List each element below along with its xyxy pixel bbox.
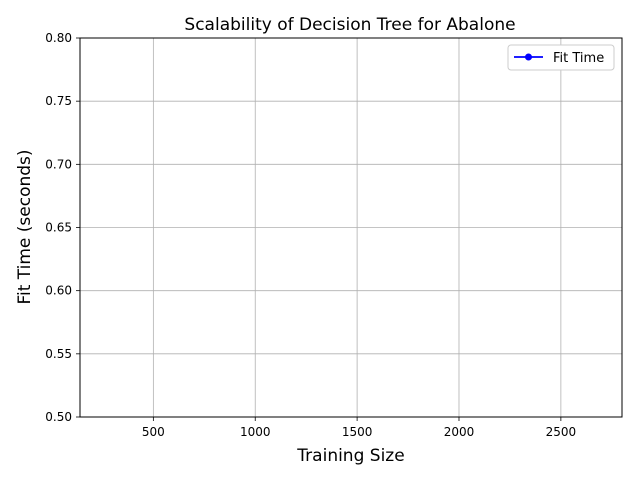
y-tick-label: 0.75 (45, 94, 72, 108)
legend-marker-fit-time (525, 53, 532, 61)
y-tick-label: 0.60 (45, 284, 72, 298)
x-axis-label: Training Size (296, 446, 404, 466)
x-tick-label: 2000 (444, 425, 475, 439)
x-tick-label: 1500 (342, 425, 373, 439)
y-tick-label: 0.65 (45, 221, 72, 235)
legend-label-fit-time: Fit Time (553, 51, 604, 66)
y-axis-label: Fit Time (seconds) (15, 149, 35, 304)
chart-title: Scalability of Decision Tree for Abalone (184, 15, 515, 35)
x-tick-label: 1000 (240, 425, 271, 439)
y-tick-label: 0.70 (45, 157, 72, 171)
legend: Fit Time (507, 44, 615, 71)
y-tick-label: 0.50 (45, 410, 72, 424)
legend-box (507, 44, 615, 71)
x-axis: 500 1000 1500 2000 2500 (142, 417, 576, 439)
y-tick-label: 0.55 (45, 347, 72, 361)
y-axis: 0.50 0.55 0.60 0.65 0.70 0.75 0.80 (45, 31, 80, 424)
y-tick-label: 0.80 (45, 31, 72, 45)
x-tick-label: 500 (142, 425, 165, 439)
x-tick-label: 2500 (546, 425, 577, 439)
